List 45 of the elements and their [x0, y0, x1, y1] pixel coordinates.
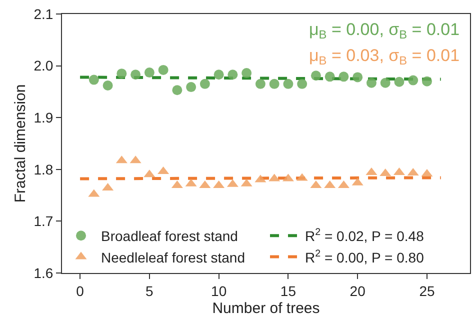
point — [186, 82, 196, 92]
x-axis-title: Number of trees — [212, 300, 320, 317]
annotation: μ$_{B}$ = 0.03, σ$_{B}$ = 0.01 — [309, 46, 460, 68]
x-tick-label: 0 — [76, 282, 84, 299]
legend-label: R$^{2}$ = 0.02, P = 0.48 — [305, 227, 424, 244]
point — [380, 78, 390, 88]
y-tick-label: 2.1 — [34, 6, 54, 22]
point — [88, 74, 99, 85]
point — [144, 68, 154, 78]
legend-label: Broadleaf forest stand — [101, 228, 238, 244]
point — [102, 80, 113, 90]
point — [172, 85, 182, 96]
y-tick-label: 1.6 — [34, 264, 54, 281]
point — [422, 76, 432, 86]
point — [269, 78, 280, 89]
point — [158, 64, 168, 75]
y-tick-label: 1.9 — [34, 110, 54, 126]
point — [310, 70, 321, 81]
y-tick-label: 2.0 — [34, 58, 54, 74]
x-tick-label: 15 — [280, 282, 296, 299]
annotation: μ$_{B}$ = 0.00, σ$_{B}$ = 0.01 — [309, 20, 460, 42]
point — [352, 72, 363, 82]
point — [283, 78, 294, 89]
point — [228, 70, 238, 80]
point — [255, 78, 266, 89]
legend-label: Needleleaf forest stand — [101, 249, 245, 266]
point — [366, 78, 376, 88]
y-tick-label: 1.7 — [34, 213, 54, 230]
point — [394, 76, 404, 87]
x-tick-label: 20 — [350, 282, 366, 299]
x-tick-label: 5 — [146, 282, 154, 299]
x-tick-label: 25 — [419, 282, 435, 299]
point — [200, 78, 210, 89]
point — [324, 72, 335, 82]
point — [408, 75, 418, 86]
point — [214, 70, 224, 80]
point — [116, 68, 127, 79]
y-axis-title: Fractal dimension — [12, 84, 29, 203]
y-tick-label: 1.8 — [34, 161, 54, 178]
legend-label: R$^{2}$ = 0.00, P = 0.80 — [305, 248, 424, 266]
point — [297, 78, 308, 89]
point — [338, 72, 349, 82]
point — [242, 68, 252, 78]
x-tick-label: 10 — [211, 282, 227, 299]
point — [130, 70, 141, 80]
